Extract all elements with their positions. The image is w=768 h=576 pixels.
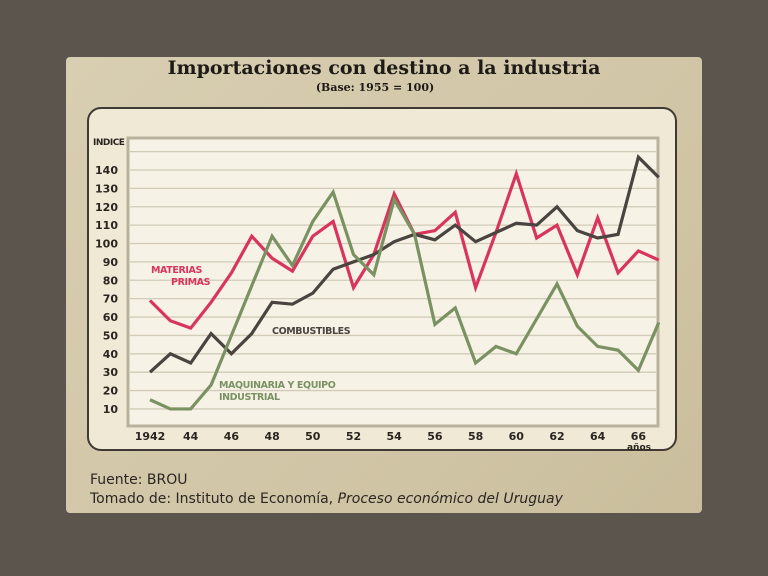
- x-axis-label: años: [627, 443, 651, 453]
- x-tick-label: 62: [549, 430, 564, 443]
- y-tick-label: 40: [103, 348, 119, 361]
- y-tick-label: 90: [103, 256, 119, 269]
- y-tick-label: 60: [103, 311, 119, 324]
- x-tick-label: 46: [224, 430, 240, 443]
- series-label: COMBUSTIBLES: [272, 326, 351, 337]
- plot-area: [126, 136, 660, 428]
- x-tick-label: 50: [305, 430, 321, 443]
- series-line-3: [149, 188, 661, 411]
- x-tick-label: 66: [631, 430, 647, 443]
- x-tick-label: 64: [590, 430, 606, 443]
- x-tick-label: 54: [387, 430, 403, 443]
- footer: Fuente: BROU Tomado de: Instituto de Eco…: [90, 471, 563, 509]
- y-tick-label: 70: [103, 293, 119, 306]
- y-tick-label: 100: [95, 238, 118, 251]
- chart-title: Importaciones con destino a la industria: [167, 57, 601, 79]
- y-tick-label: 110: [95, 219, 118, 232]
- y-tick-label: 130: [95, 182, 118, 195]
- x-tick-label: 48: [264, 430, 279, 443]
- source-text: Fuente: BROU: [90, 472, 188, 488]
- y-tick-label: 80: [103, 274, 119, 287]
- series-label: PRIMAS: [171, 277, 211, 288]
- x-tick-label: 60: [509, 430, 525, 443]
- x-tick-label: 52: [346, 430, 361, 443]
- x-tick-label: 1942: [135, 430, 166, 443]
- y-tick-label: 120: [95, 201, 118, 214]
- y-tick-label: 20: [103, 385, 119, 398]
- citation: Tomado de: Instituto de Economía, Proces…: [90, 490, 563, 509]
- y-tick-label: 10: [103, 403, 119, 416]
- y-axis-label: INDICE: [93, 138, 125, 148]
- x-tick-label: 56: [427, 430, 443, 443]
- y-tick-label: 50: [103, 329, 119, 342]
- x-tick-label: 44: [183, 430, 199, 443]
- chart-subtitle: (Base: 1955 = 100): [315, 81, 435, 94]
- series-label: INDUSTRIAL: [219, 392, 280, 403]
- y-tick-label: 30: [103, 366, 119, 379]
- series-line-2: [148, 154, 660, 374]
- citation-prefix: Tomado de: Instituto de Economía,: [90, 491, 338, 507]
- series-label: MAQUINARIA Y EQUIPO: [219, 380, 336, 391]
- series-label: MATERIAS: [151, 265, 202, 276]
- x-tick-label: 58: [468, 430, 483, 443]
- y-tick-label: 140: [95, 164, 118, 177]
- citation-title: Proceso económico del Uruguay: [337, 491, 563, 507]
